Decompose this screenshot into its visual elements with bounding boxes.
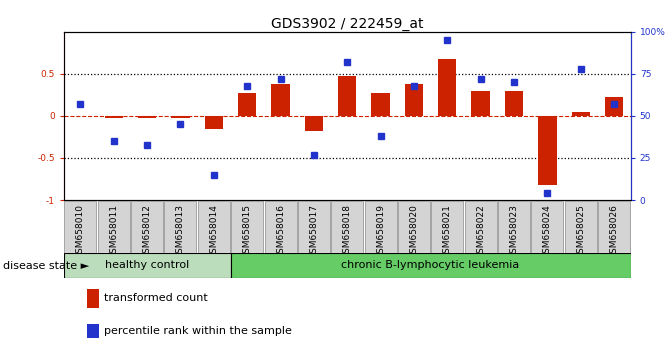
FancyBboxPatch shape — [98, 200, 130, 253]
Bar — [205, 116, 223, 129]
FancyBboxPatch shape — [298, 200, 330, 253]
Bar — [238, 93, 256, 116]
Bar — [538, 116, 556, 185]
FancyBboxPatch shape — [431, 200, 463, 253]
Text: GSM658019: GSM658019 — [376, 204, 385, 259]
Text: GSM658024: GSM658024 — [543, 204, 552, 259]
Text: percentile rank within the sample: percentile rank within the sample — [104, 326, 292, 336]
Text: GSM658020: GSM658020 — [409, 204, 419, 259]
Text: chronic B-lymphocytic leukemia: chronic B-lymphocytic leukemia — [342, 261, 520, 270]
Text: GSM658014: GSM658014 — [209, 204, 218, 259]
FancyBboxPatch shape — [364, 200, 397, 253]
FancyBboxPatch shape — [198, 200, 230, 253]
Bar — [572, 112, 590, 116]
FancyBboxPatch shape — [598, 200, 630, 253]
Bar — [438, 59, 456, 116]
Bar — [372, 93, 390, 116]
FancyBboxPatch shape — [264, 200, 297, 253]
Text: GSM658023: GSM658023 — [509, 204, 519, 259]
Text: healthy control: healthy control — [105, 261, 189, 270]
FancyBboxPatch shape — [331, 200, 363, 253]
FancyBboxPatch shape — [131, 200, 163, 253]
Bar — [271, 84, 290, 116]
Bar — [505, 91, 523, 116]
FancyBboxPatch shape — [464, 200, 497, 253]
Bar — [138, 116, 156, 119]
Bar — [338, 76, 356, 116]
Text: GSM658016: GSM658016 — [276, 204, 285, 259]
FancyBboxPatch shape — [398, 200, 430, 253]
Text: GSM658011: GSM658011 — [109, 204, 118, 259]
Bar — [605, 97, 623, 116]
FancyBboxPatch shape — [531, 200, 564, 253]
Text: GSM658025: GSM658025 — [576, 204, 585, 259]
Text: GSM658012: GSM658012 — [143, 204, 152, 259]
Text: GSM658018: GSM658018 — [343, 204, 352, 259]
Text: GSM658017: GSM658017 — [309, 204, 319, 259]
FancyBboxPatch shape — [64, 200, 97, 253]
Text: GSM658015: GSM658015 — [243, 204, 252, 259]
Text: GSM658010: GSM658010 — [76, 204, 85, 259]
Text: GSM658026: GSM658026 — [609, 204, 619, 259]
Bar — [472, 91, 490, 116]
Text: GSM658022: GSM658022 — [476, 204, 485, 259]
Bar — [64, 253, 231, 278]
Text: GSM658013: GSM658013 — [176, 204, 185, 259]
Bar — [171, 116, 190, 118]
Text: disease state ►: disease state ► — [3, 261, 89, 271]
Bar — [405, 84, 423, 116]
Text: transformed count: transformed count — [104, 293, 208, 303]
FancyBboxPatch shape — [498, 200, 530, 253]
Text: GSM658021: GSM658021 — [443, 204, 452, 259]
Title: GDS3902 / 222459_at: GDS3902 / 222459_at — [271, 17, 423, 31]
Bar — [305, 116, 323, 131]
FancyBboxPatch shape — [164, 200, 197, 253]
Bar — [231, 253, 631, 278]
FancyBboxPatch shape — [231, 200, 263, 253]
Bar — [105, 116, 123, 119]
FancyBboxPatch shape — [565, 200, 597, 253]
